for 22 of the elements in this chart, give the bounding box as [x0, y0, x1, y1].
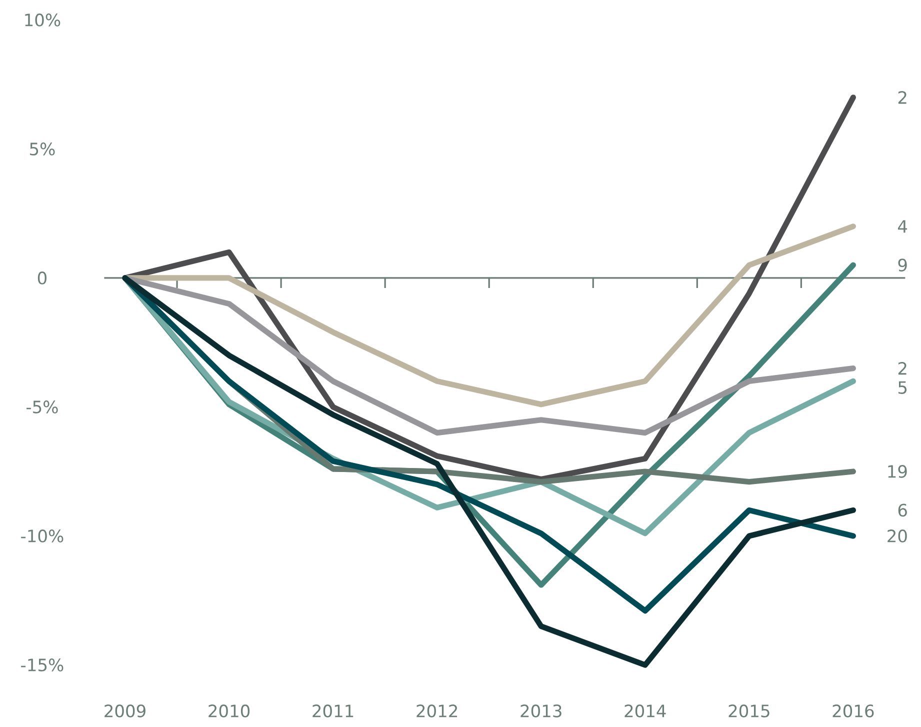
y-tick-label: -5%	[26, 400, 58, 414]
y-tick-label: 10%	[25, 14, 60, 26]
text: 6	[898, 504, 907, 517]
x-tick-label: 2014	[624, 704, 666, 718]
y-tick-label: 5%	[30, 142, 55, 156]
x-tick-label: 2013	[520, 704, 562, 718]
y-tick-label: -10%	[21, 530, 64, 542]
x-tick-label: 2012	[416, 704, 457, 718]
text: 20	[888, 530, 907, 542]
x-tick-label: 2015	[728, 704, 770, 718]
x-tick-label: 2011	[312, 704, 354, 718]
x-tick-label: 2009	[104, 704, 146, 718]
text: 2	[898, 91, 906, 104]
y-tick-label: 0	[38, 272, 46, 284]
text: 2	[898, 362, 906, 375]
text: 4	[898, 220, 908, 233]
x-tick-label: 2010	[208, 704, 250, 718]
text: 5	[898, 381, 907, 394]
x-tick-label: 2016	[832, 704, 874, 718]
y-tick-label: -15%	[21, 658, 64, 672]
text: 9	[898, 258, 907, 272]
text: 19	[888, 465, 907, 478]
